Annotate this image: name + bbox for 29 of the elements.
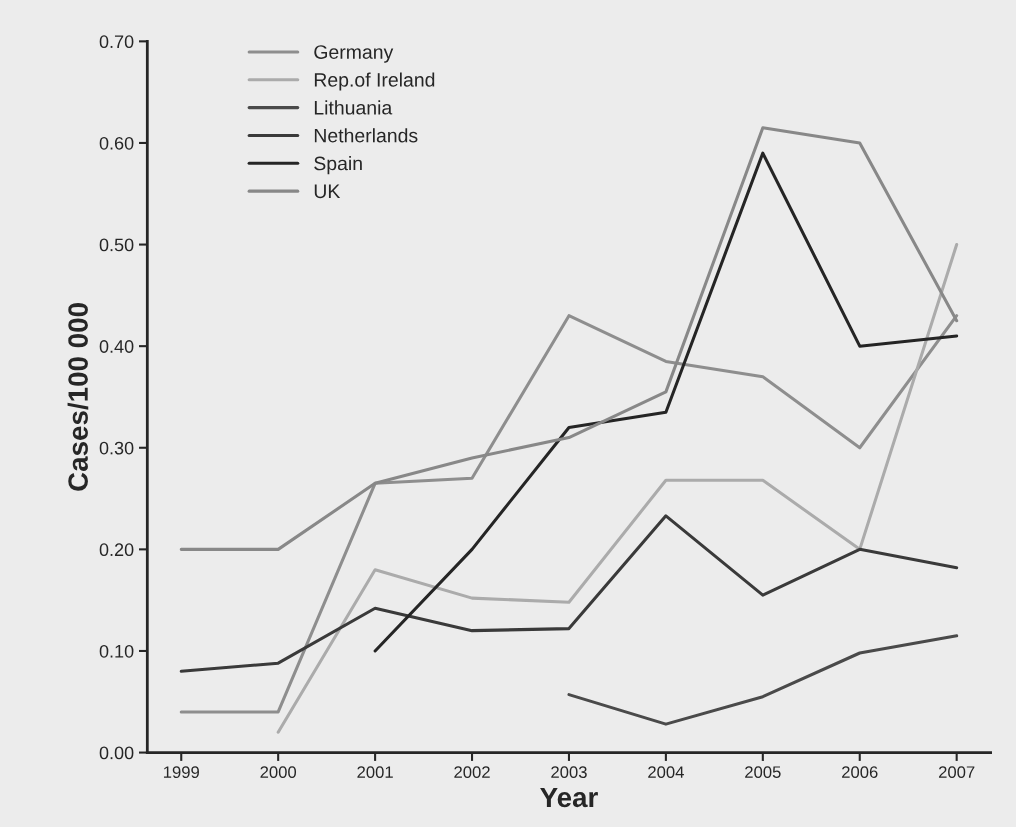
x-axis-title: Year [540,787,598,808]
legend-label: Rep.of Ireland [314,72,435,91]
y-tick-label: 0.70 [99,35,134,49]
y-tick-label: 0.50 [99,238,134,252]
x-tick-label: 2006 [842,766,878,779]
x-tick-label: 1999 [163,766,199,779]
line-series [567,634,959,726]
legend-label: Lithuania [314,100,393,115]
line-series [373,151,959,653]
x-tick-label: 2002 [454,766,490,779]
x-tick-label: 2000 [260,766,297,779]
x-tick-label: 2003 [551,766,587,779]
x-tick-label: 2007 [938,766,975,779]
y-tick-label: 0.10 [99,644,134,658]
legend-label: Netherlands [314,128,418,143]
x-tick-label: 2005 [745,766,781,779]
y-tick-label: 0.20 [99,543,134,557]
legend-label: UK [314,184,341,199]
y-tick-label: 0.60 [99,136,134,150]
y-axis-title: Cases/100 000 [67,303,89,491]
legend-label: Germany [314,45,394,63]
line-series [276,243,959,734]
x-tick-label: 2004 [648,766,684,779]
y-tick-label: 0.00 [99,746,134,760]
line-series [179,514,959,673]
y-tick-label: 0.40 [99,340,134,353]
legend-label: Spain [314,156,362,175]
x-tick-label: 2001 [357,766,393,779]
y-tick-label: 0.30 [99,441,134,455]
